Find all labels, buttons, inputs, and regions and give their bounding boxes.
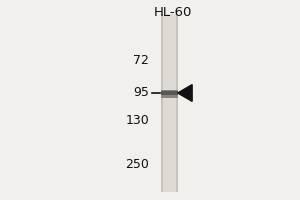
Bar (161, 14, 178, 192)
Text: 72: 72 (134, 53, 149, 66)
Text: 130: 130 (125, 114, 149, 128)
Text: 250: 250 (125, 158, 149, 171)
Bar (163, 14, 176, 192)
Polygon shape (178, 85, 192, 101)
Bar (161, 90, 178, 98)
Bar (161, 91, 178, 95)
Text: HL-60: HL-60 (153, 6, 192, 19)
Text: 95: 95 (134, 86, 149, 99)
